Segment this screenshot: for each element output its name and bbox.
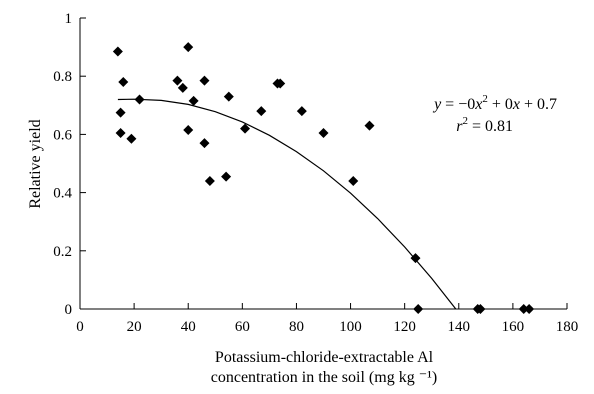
x-tick-label: 20 — [127, 319, 142, 335]
data-point — [410, 253, 421, 264]
data-point — [177, 82, 188, 93]
data-point — [256, 106, 267, 117]
data-point — [126, 133, 137, 144]
data-point — [275, 78, 286, 89]
x-tick-label: 0 — [76, 319, 84, 335]
data-point — [188, 95, 199, 106]
y-tick-label: 0.8 — [53, 69, 72, 85]
y-tick-label: 1 — [65, 11, 73, 27]
axes — [79, 18, 567, 310]
data-point — [199, 75, 210, 86]
eq-exp: 2 — [482, 93, 488, 105]
data-point — [223, 91, 234, 102]
data-point — [112, 46, 123, 57]
r2-r: r — [456, 118, 463, 135]
data-point — [204, 175, 215, 186]
r2-value: = 0.81 — [468, 118, 513, 135]
x-tick-label: 100 — [339, 319, 362, 335]
data-point — [183, 42, 194, 53]
eq-x1: x — [474, 96, 482, 113]
y-axis-title: Relative yield — [27, 119, 44, 208]
eq-part2: + 0 — [488, 96, 513, 113]
data-point — [296, 106, 307, 117]
data-point — [118, 77, 129, 88]
data-point — [134, 94, 145, 105]
data-point — [364, 120, 375, 131]
plot-area — [112, 42, 535, 314]
x-tick-label: 120 — [393, 319, 416, 335]
x-tick-label: 160 — [502, 319, 525, 335]
data-point — [475, 304, 486, 314]
eq-x2: x — [512, 96, 520, 113]
data-point — [221, 171, 232, 182]
x-ticks: 0 20 40 60 80 100 120 140 160 180 — [76, 303, 578, 335]
data-point — [518, 304, 529, 314]
eq-y: y — [432, 96, 442, 113]
r2-exp: 2 — [462, 115, 468, 127]
data-point — [318, 127, 329, 138]
data-point — [199, 138, 210, 149]
eq-part1: = −0 — [441, 96, 475, 113]
x-tick-label: 80 — [289, 319, 304, 335]
y-tick-label: 0 — [65, 302, 73, 318]
data-point — [183, 125, 194, 136]
data-point — [115, 127, 126, 138]
x-tick-label: 140 — [448, 319, 471, 335]
x-tick-label: 40 — [181, 319, 196, 335]
fit-curve — [117, 98, 457, 310]
data-point — [524, 304, 535, 314]
x-axis-title-line2: concentration in the soil (mg kg ⁻¹) — [211, 369, 438, 386]
data-point — [413, 304, 424, 314]
fit-equation: y = −0x2 + 0x + 0.7 — [432, 93, 557, 113]
data-point — [348, 175, 359, 186]
data-point — [240, 123, 251, 134]
x-axis-title-line1: Potassium-chloride-extractable Al — [215, 349, 434, 366]
y-tick-label: 0.2 — [53, 244, 72, 260]
eq-part3: + 0.7 — [520, 96, 557, 113]
x-tick-label: 180 — [556, 319, 579, 335]
y-ticks: 0 0.2 0.4 0.6 0.8 1 — [53, 11, 86, 318]
x-tick-label: 60 — [235, 319, 250, 335]
y-tick-label: 0.6 — [53, 127, 72, 143]
data-point — [115, 107, 126, 118]
data-point — [172, 75, 183, 86]
r-squared: r2 = 0.81 — [456, 115, 513, 135]
y-tick-label: 0.4 — [53, 186, 72, 202]
